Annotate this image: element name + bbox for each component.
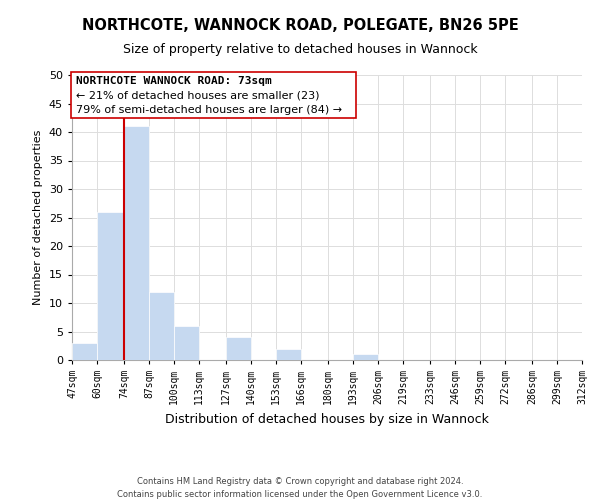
- Bar: [97, 212, 124, 360]
- Bar: [149, 292, 174, 360]
- Text: NORTHCOTE, WANNOCK ROAD, POLEGATE, BN26 5PE: NORTHCOTE, WANNOCK ROAD, POLEGATE, BN26 …: [82, 18, 518, 32]
- Y-axis label: Number of detached properties: Number of detached properties: [33, 130, 43, 305]
- Bar: [72, 343, 97, 360]
- Text: Contains public sector information licensed under the Open Government Licence v3: Contains public sector information licen…: [118, 490, 482, 499]
- Text: ← 21% of detached houses are smaller (23): ← 21% of detached houses are smaller (23…: [76, 91, 319, 101]
- X-axis label: Distribution of detached houses by size in Wannock: Distribution of detached houses by size …: [165, 412, 489, 426]
- Bar: [174, 326, 199, 360]
- FancyBboxPatch shape: [71, 72, 356, 118]
- Bar: [124, 126, 149, 360]
- Text: Size of property relative to detached houses in Wannock: Size of property relative to detached ho…: [122, 42, 478, 56]
- Bar: [353, 354, 378, 360]
- Text: 79% of semi-detached houses are larger (84) →: 79% of semi-detached houses are larger (…: [76, 105, 342, 115]
- Bar: [226, 337, 251, 360]
- Text: NORTHCOTE WANNOCK ROAD: 73sqm: NORTHCOTE WANNOCK ROAD: 73sqm: [76, 76, 272, 86]
- Text: Contains HM Land Registry data © Crown copyright and database right 2024.: Contains HM Land Registry data © Crown c…: [137, 478, 463, 486]
- Bar: [276, 348, 301, 360]
